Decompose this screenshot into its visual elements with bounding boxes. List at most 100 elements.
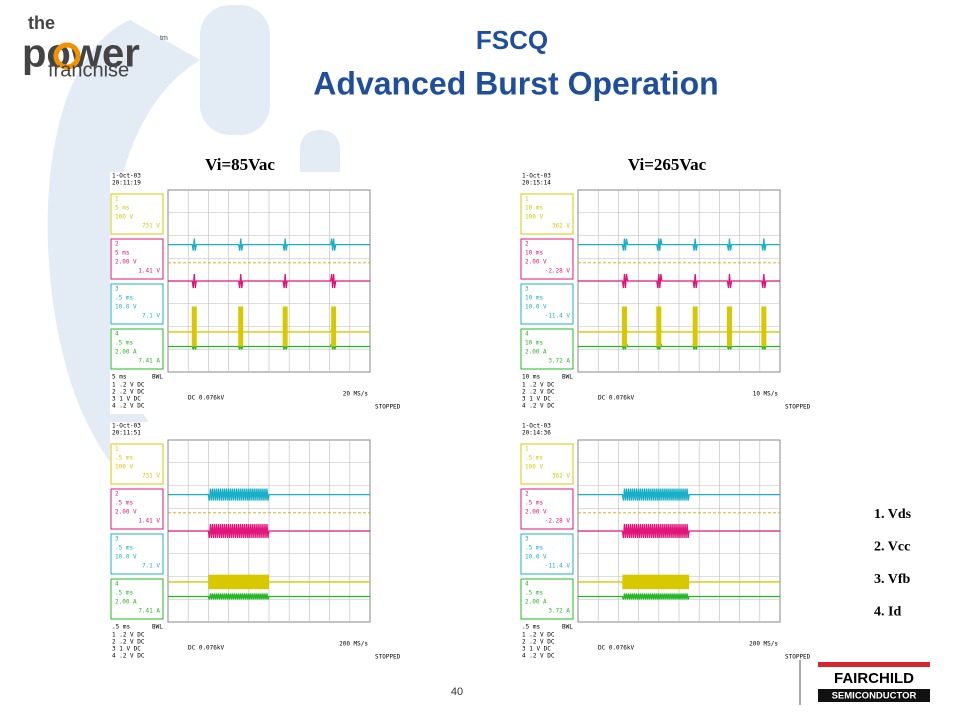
channel-setting: 731 V [142, 223, 160, 230]
id-burst [622, 574, 690, 590]
scope-channel-row: 4 .2 V DC [112, 653, 145, 660]
channel-setting: 10.0 V [115, 304, 137, 311]
scope-bwl: BWL [152, 624, 163, 631]
vcc-trace [578, 273, 780, 289]
scope-bwl: BWL [562, 624, 573, 631]
id-burst [727, 306, 732, 347]
channel-number: 3 [525, 286, 529, 293]
brand-sub: SEMICONDUCTOR [832, 691, 917, 702]
channel-setting: .5 ms [525, 590, 543, 597]
channel-setting: 5 ms [115, 205, 130, 212]
logo-power-icon [53, 42, 81, 70]
brand-sub-box [818, 689, 930, 702]
scope-time: 20:11:51 [112, 430, 141, 437]
id-burst [191, 306, 197, 347]
id-burst [656, 306, 662, 347]
background-arc [47, 20, 200, 540]
scope-status: STOPPED [785, 654, 811, 661]
scope-status: STOPPED [375, 654, 401, 661]
id-burst [761, 306, 767, 347]
vcc-trace [168, 523, 370, 539]
scope-timebase: .5 ms [112, 624, 130, 631]
channel-setting: 100 V [115, 214, 133, 221]
logo-bottom: franchise [48, 59, 129, 81]
legend-item: 3. Vfb [874, 572, 911, 587]
channel-setting: 10 ms [525, 250, 543, 257]
channel-setting: 7.1 V [142, 313, 160, 320]
channel-setting: 731 V [142, 473, 160, 480]
channel-setting: .5 ms [115, 545, 133, 552]
channel-setting: 7.41 A [138, 608, 160, 615]
channel-box [520, 193, 574, 235]
channel-number: 2 [525, 241, 529, 248]
channel-box [520, 488, 574, 530]
channel-number: 3 [115, 536, 119, 543]
scope-rate: 200 MS/s [749, 641, 778, 648]
channel-setting: 100 V [525, 214, 543, 221]
vcc-trace [578, 523, 780, 539]
channel-box [110, 238, 164, 280]
id-burst [282, 306, 288, 347]
channel-number: 3 [115, 286, 119, 293]
id-burst [208, 574, 269, 590]
channel-setting: 2.00 V [525, 509, 547, 516]
scope-date: 1-Oct-03 [522, 173, 551, 180]
background-bar [200, 5, 270, 135]
id-burst [331, 306, 337, 347]
channel-setting: .5 ms [115, 455, 133, 462]
channel-box [110, 193, 164, 235]
logo-top: the [28, 13, 55, 33]
legend-item: 1. Vds [874, 507, 912, 522]
channel-setting: -2.28 V [545, 268, 571, 275]
channel-setting: 3.72 A [548, 608, 570, 615]
channel-number: 4 [525, 331, 529, 338]
channel-number: 4 [115, 581, 119, 588]
channel-box [520, 533, 574, 575]
channel-number: 1 [525, 196, 529, 203]
channel-setting: .5 ms [525, 455, 543, 462]
scope-channel-row: 3 1 V DC [522, 646, 551, 653]
channel-number: 1 [115, 196, 119, 203]
scope-channel-row: 2 .2 V DC [522, 389, 555, 396]
channel-setting: 7.1 V [142, 563, 160, 570]
channel-box [110, 328, 164, 370]
channel-number: 2 [115, 491, 119, 498]
vfb-trace [168, 238, 370, 251]
channel-box [520, 238, 574, 280]
channel-setting: 2.00 V [115, 509, 137, 516]
vds-trace [578, 593, 780, 600]
scope-bwl: BWL [562, 374, 573, 381]
channel-box [110, 443, 164, 485]
logo-mark: tm [160, 35, 168, 42]
column-label: Vi=85Vac [205, 155, 275, 174]
scope-rate: 10 MS/s [753, 391, 779, 398]
channel-setting: -11.4 V [545, 313, 571, 320]
channel-setting: 2.00 A [115, 349, 137, 356]
channel-box [110, 533, 164, 575]
scope-channel-row: 1 .2 V DC [112, 382, 145, 389]
scope-channel-row: 3 1 V DC [112, 646, 141, 653]
scope-date: 1-Oct-03 [522, 423, 551, 430]
slide-subtitle: Advanced Burst Operation [313, 65, 718, 101]
channel-box [520, 328, 574, 370]
scope-rate: 200 MS/s [339, 641, 368, 648]
channel-number: 2 [115, 241, 119, 248]
channel-box [110, 488, 164, 530]
channel-setting: 3.72 A [548, 358, 570, 365]
scope-dc: DC 0.076kV [188, 645, 225, 652]
scope-channel-row: 1 .2 V DC [112, 632, 145, 639]
scope-rate: 20 MS/s [343, 391, 369, 398]
scope-dc: DC 0.076kV [598, 395, 635, 402]
channel-number: 4 [525, 581, 529, 588]
channel-setting: 10 ms [525, 295, 543, 302]
vfb-trace [578, 238, 780, 251]
page-number: 40 [451, 686, 463, 698]
channel-box [520, 443, 574, 485]
channel-setting: 100 V [115, 464, 133, 471]
scope-dc: DC 0.076kV [188, 395, 225, 402]
vds-trace [578, 343, 780, 350]
